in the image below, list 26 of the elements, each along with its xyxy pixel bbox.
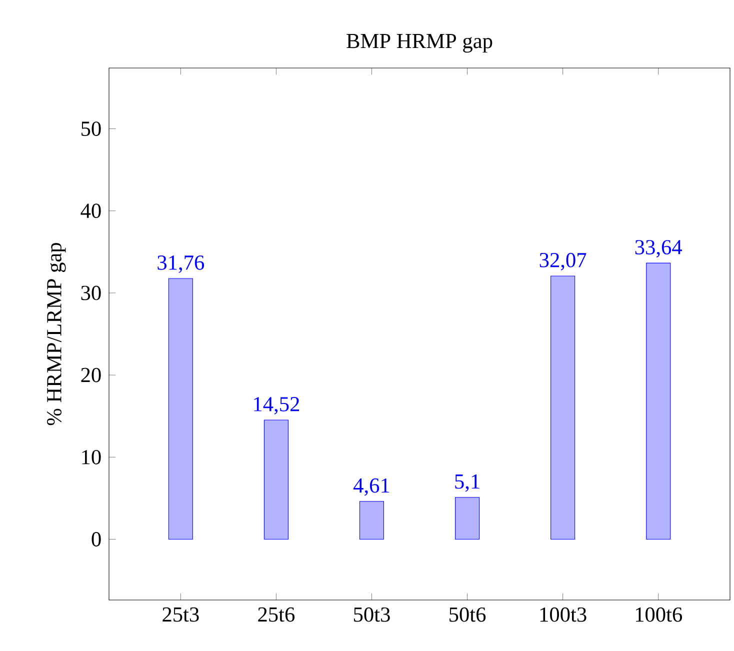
data-label: 4,61 xyxy=(353,478,390,496)
chart-title: BMP HRMP gap xyxy=(346,34,492,53)
y-tick-label: 20 xyxy=(81,368,101,382)
data-label: 32,07 xyxy=(540,252,586,270)
y-tick-label: 50 xyxy=(82,122,101,136)
x-tick-label: 100t6 xyxy=(636,607,682,622)
y-axis-title: % HRMP/LRMP gap xyxy=(47,242,66,426)
data-label: 5,1 xyxy=(455,474,480,492)
data-label: 31,76 xyxy=(158,256,204,273)
y-tick-label: 0 xyxy=(92,532,101,546)
bar xyxy=(264,420,288,540)
x-tick-label: 25t6 xyxy=(258,607,295,622)
bar xyxy=(168,278,193,540)
bar xyxy=(550,276,576,540)
y-tick-label: 30 xyxy=(81,286,101,300)
x-tick-label: 100t3 xyxy=(540,607,586,622)
y-tick-label: 10 xyxy=(82,450,101,464)
x-tick-label: 50t3 xyxy=(354,607,390,622)
x-tick-label: 50t6 xyxy=(450,607,486,622)
bar xyxy=(646,262,671,540)
y-tick-label: 40 xyxy=(80,204,101,218)
data-label: 14,52 xyxy=(254,397,300,414)
data-label: 33,64 xyxy=(635,240,682,258)
x-tick-label: 25t3 xyxy=(162,607,199,622)
bar xyxy=(455,497,480,540)
bar xyxy=(359,501,384,540)
